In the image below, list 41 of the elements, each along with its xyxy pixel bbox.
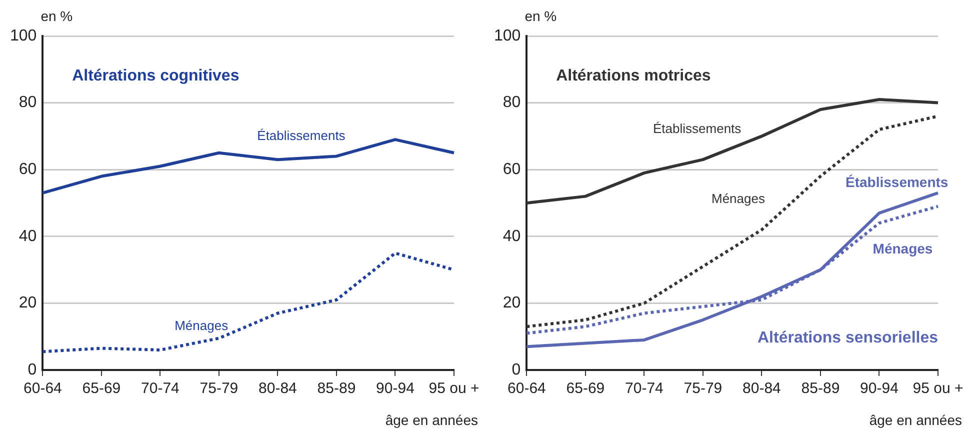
x-tick-label: 75-79 — [200, 380, 238, 398]
x-tick-label: 65-69 — [82, 380, 121, 398]
y-tick-label: 80 — [18, 94, 37, 112]
y-tick-label: 20 — [18, 294, 37, 312]
y-axis-title: en % — [40, 8, 73, 24]
y-tick-label: 0 — [28, 361, 37, 378]
y-tick-label: 60 — [502, 161, 521, 178]
series-label: Établissements — [653, 121, 742, 136]
series-label: Ménages — [711, 191, 766, 206]
x-tick-label: 70-74 — [625, 380, 664, 398]
x-tick-label: 90-94 — [376, 380, 414, 398]
x-tick-label: 75-79 — [684, 380, 722, 398]
annotation: Altérations motrices — [556, 67, 711, 84]
x-tick-label: 80-84 — [742, 380, 781, 398]
y-axis-title: en % — [524, 8, 557, 24]
series-label: Ménages — [174, 318, 229, 334]
x-tick-label: 95 ou + — [912, 380, 964, 398]
annotation: Altérations sensorielles — [757, 330, 938, 347]
x-tick-label: 90-94 — [860, 380, 898, 398]
x-tick-label: 80-84 — [258, 380, 297, 398]
x-tick-label: 60-64 — [508, 380, 546, 398]
series-label: Établissements — [846, 174, 948, 190]
x-axis-title: âge en années — [385, 412, 478, 428]
y-tick-label: 40 — [18, 228, 37, 245]
x-tick-label: 70-74 — [141, 380, 180, 398]
y-tick-label: 0 — [512, 361, 521, 378]
x-axis-title: âge en années — [869, 412, 962, 428]
y-tick-label: 80 — [502, 94, 521, 112]
series-label: Ménages — [872, 240, 933, 257]
x-tick-label: 95 ou + — [428, 380, 480, 398]
x-tick-label: 65-69 — [566, 380, 605, 398]
series-label: Établissements — [257, 128, 346, 143]
x-tick-label: 85-89 — [317, 380, 356, 398]
y-tick-label: 100 — [10, 27, 37, 44]
annotation: Altérations cognitives — [72, 67, 240, 84]
x-tick-label: 85-89 — [801, 380, 840, 398]
y-tick-label: 20 — [502, 294, 521, 312]
x-tick-label: 60-64 — [24, 380, 62, 398]
y-tick-label: 60 — [18, 161, 37, 178]
y-tick-label: 100 — [494, 27, 521, 44]
y-tick-label: 40 — [502, 228, 521, 245]
